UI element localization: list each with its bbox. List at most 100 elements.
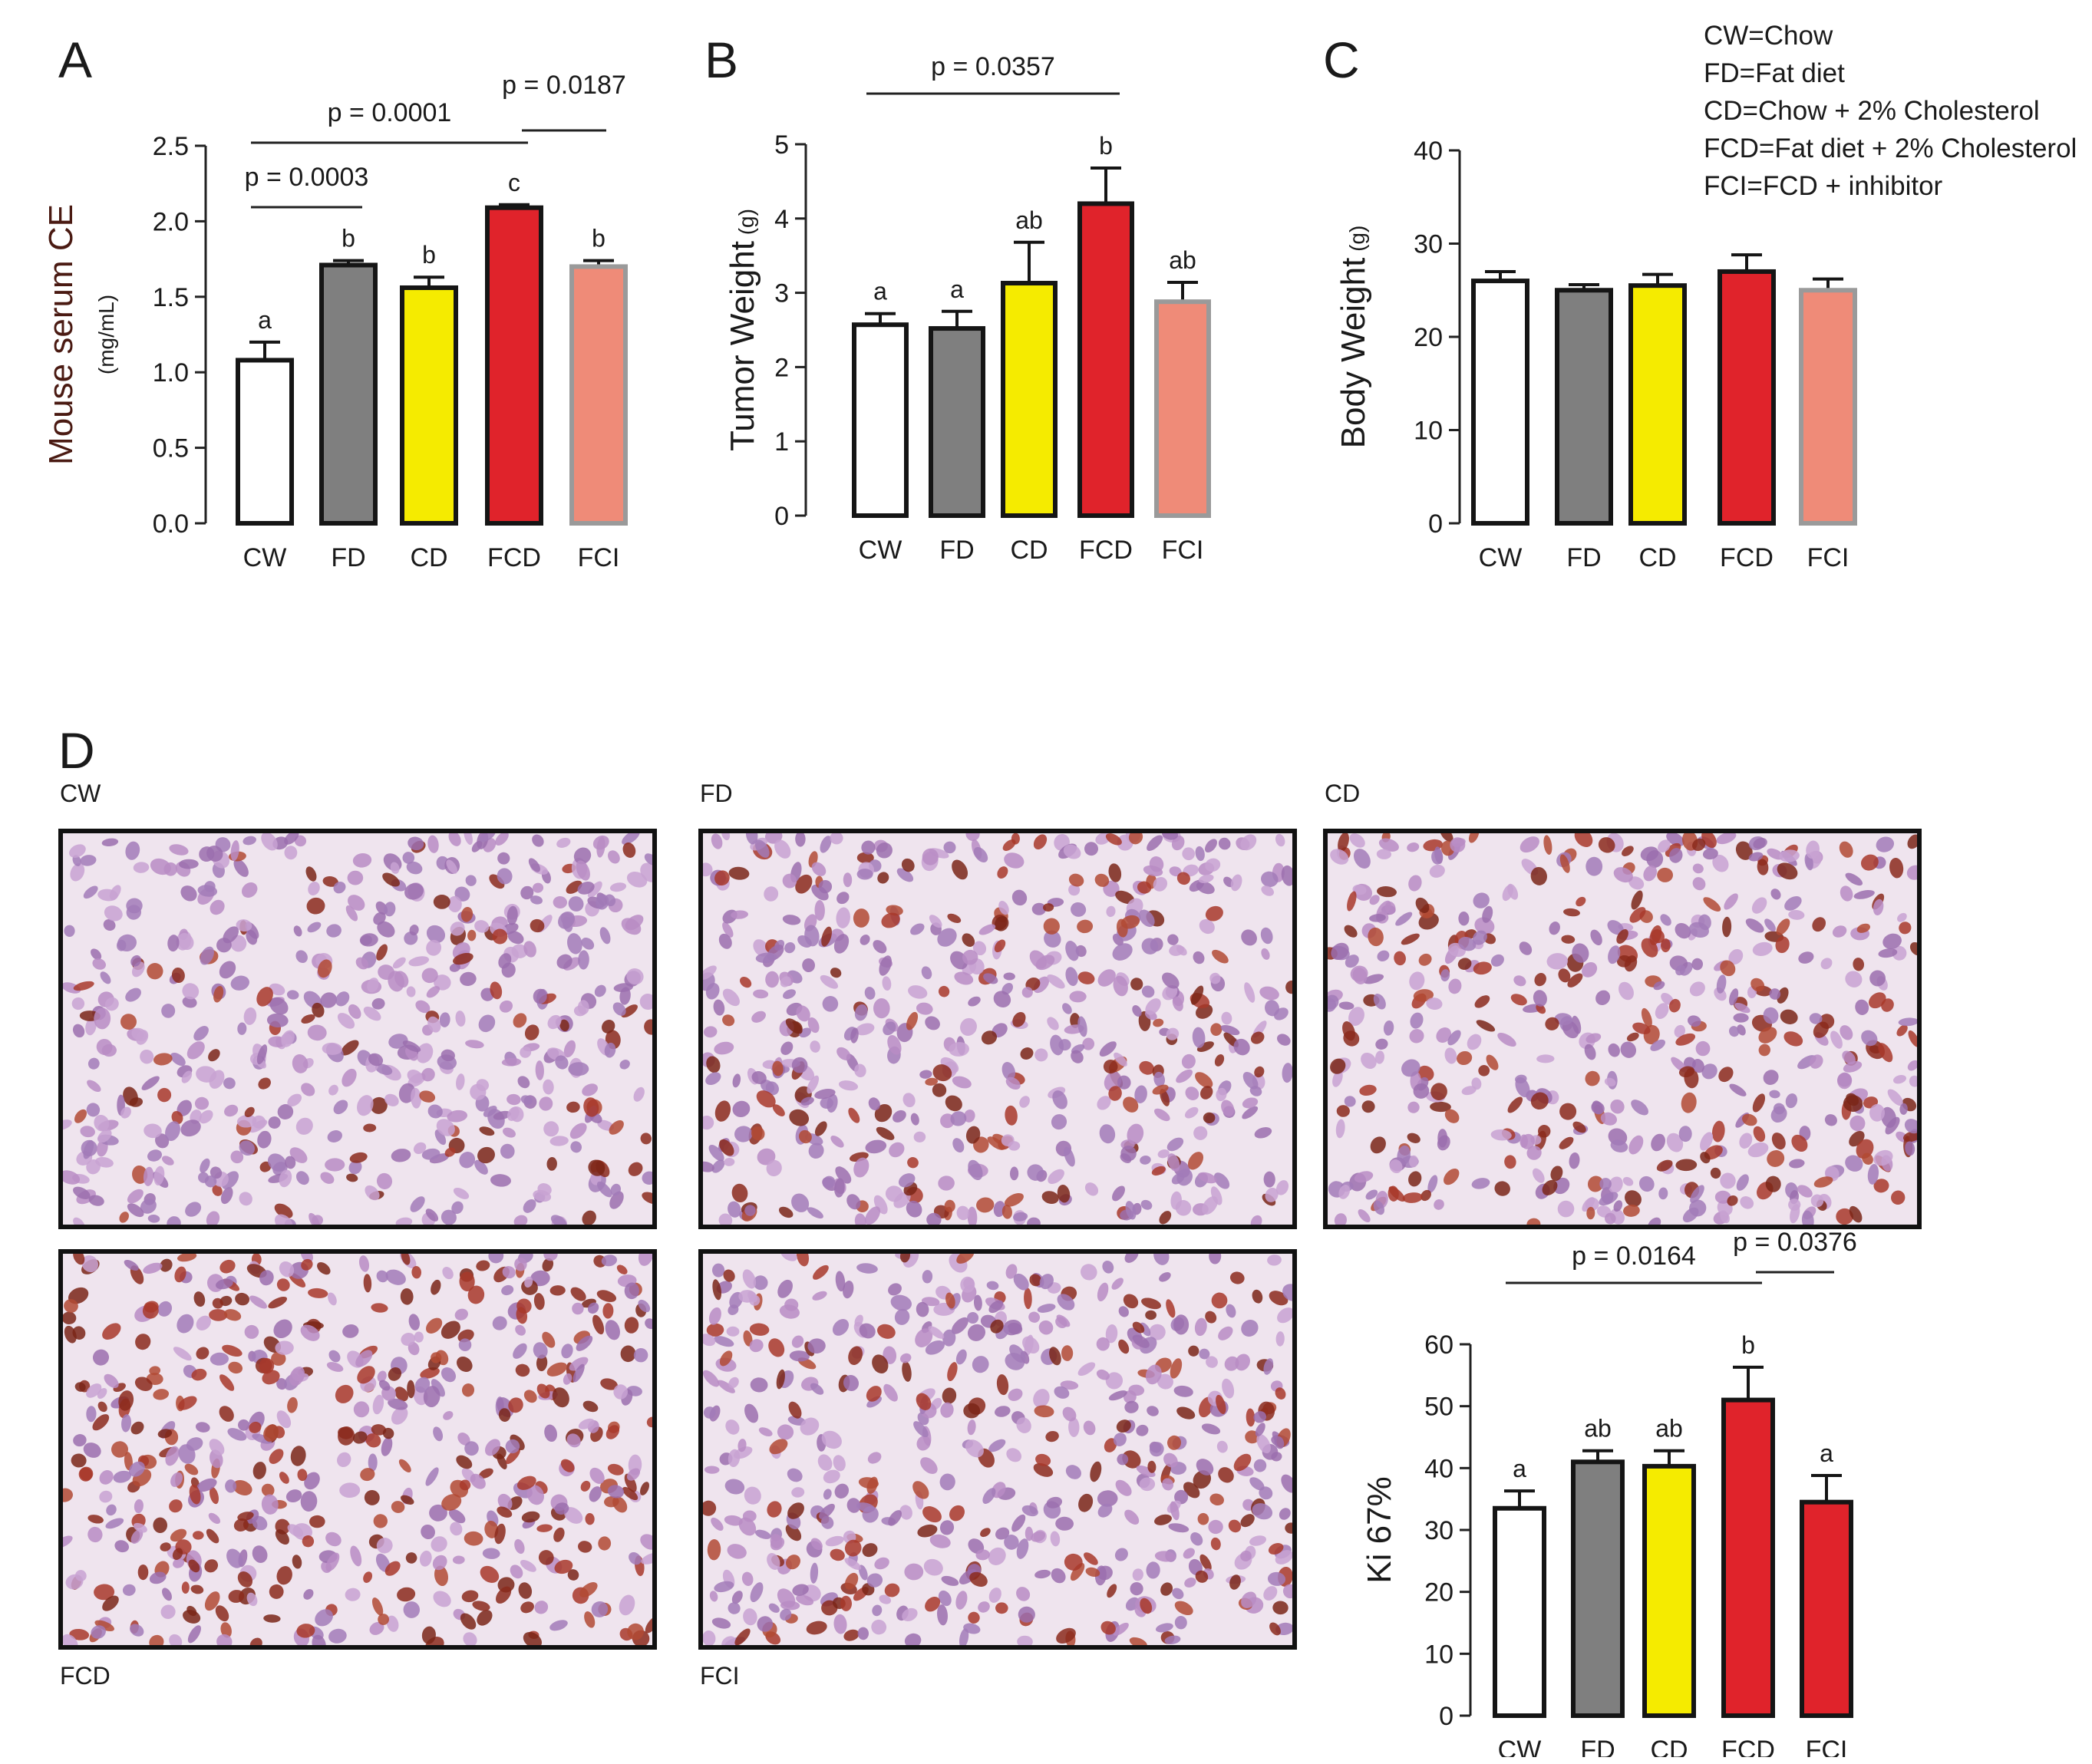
cell-nucleus [457, 1329, 474, 1343]
cell-nucleus [426, 939, 442, 956]
cell-nucleus [800, 1417, 820, 1436]
cell-nucleus [74, 1109, 87, 1123]
cell-nucleus [699, 1115, 714, 1130]
cell-nucleus [728, 1449, 741, 1468]
cell-nucleus [1797, 1185, 1813, 1198]
cell-nucleus [170, 1528, 187, 1542]
cell-nucleus [1106, 905, 1116, 918]
cell-nucleus [1728, 1026, 1740, 1037]
cell-nucleus [1558, 968, 1571, 983]
cell-nucleus [887, 1035, 902, 1055]
cell-nucleus [972, 1356, 989, 1373]
cell-nucleus [1163, 1452, 1178, 1468]
cell-nucleus [1632, 1022, 1651, 1034]
cell-nucleus [1775, 936, 1790, 954]
cell-nucleus [1028, 1311, 1041, 1323]
cell-nucleus [83, 1443, 101, 1458]
cell-nucleus [582, 1210, 596, 1226]
cell-nucleus [947, 913, 962, 924]
cell-nucleus [1233, 1038, 1250, 1056]
cell-nucleus [581, 937, 595, 950]
cell-nucleus [368, 1453, 378, 1472]
cell-nucleus [1457, 958, 1472, 970]
cell-nucleus [129, 1097, 144, 1107]
cell-nucleus [717, 1380, 735, 1393]
cell-nucleus [243, 1007, 257, 1025]
cell-nucleus [1413, 1083, 1430, 1099]
cell-nucleus [1189, 879, 1205, 892]
cell-nucleus [402, 852, 415, 864]
cell-nucleus [1739, 1133, 1753, 1149]
cell-nucleus [1737, 1024, 1746, 1036]
cell-nucleus [513, 1343, 527, 1359]
cell-nucleus [1056, 1627, 1076, 1644]
cell-nucleus [1176, 945, 1187, 956]
cell-nucleus [173, 1558, 185, 1568]
cell-nucleus [1338, 1001, 1355, 1010]
cell-nucleus [555, 1055, 569, 1070]
cell-nucleus [807, 1338, 826, 1354]
cell-nucleus [1899, 1103, 1908, 1115]
cell-nucleus [128, 1461, 145, 1477]
cell-nucleus [938, 1590, 952, 1607]
cell-nucleus [1108, 1390, 1127, 1401]
cell-nucleus [753, 989, 769, 999]
cell-nucleus [913, 1131, 926, 1142]
cell-nucleus [1105, 833, 1122, 846]
cell-nucleus [237, 1571, 253, 1588]
cell-nucleus [1084, 1552, 1098, 1565]
cell-nucleus [1876, 836, 1895, 852]
cell-nucleus [1159, 1211, 1172, 1225]
cell-nucleus [520, 1601, 534, 1614]
cell-nucleus [1891, 1190, 1906, 1205]
cell-nucleus [612, 1002, 626, 1016]
cell-nucleus [326, 1362, 344, 1372]
cell-nucleus [75, 1570, 87, 1581]
cell-nucleus [449, 963, 460, 972]
cell-nucleus [1229, 1271, 1245, 1284]
cell-nucleus [1218, 1467, 1234, 1483]
cell-nucleus [236, 1114, 257, 1128]
cell-nucleus [921, 966, 932, 980]
cell-nucleus [707, 1539, 721, 1561]
cell-nucleus [1765, 1175, 1781, 1192]
cell-nucleus [810, 1383, 824, 1395]
cell-nucleus [967, 1419, 976, 1436]
cell-nucleus [1184, 1106, 1199, 1119]
cell-nucleus [1229, 1574, 1241, 1590]
cell-nucleus [1395, 912, 1413, 926]
cell-nucleus [1820, 958, 1833, 970]
cell-nucleus [1235, 1353, 1250, 1371]
cell-nucleus [1855, 999, 1869, 1015]
cell-nucleus [712, 1279, 722, 1301]
cell-nucleus [1221, 1100, 1235, 1116]
cell-nucleus [520, 885, 534, 900]
cell-nucleus [210, 1166, 223, 1179]
cell-nucleus [187, 1625, 201, 1644]
cell-nucleus [804, 925, 820, 947]
cell-nucleus [292, 1555, 302, 1569]
cell-nucleus [276, 1566, 292, 1585]
cell-nucleus [147, 1149, 163, 1162]
y-tick-label: 4 [774, 205, 789, 234]
y-axis-unit: (g) [734, 209, 758, 241]
significance-letter: a [1820, 1439, 1833, 1467]
cell-nucleus [530, 918, 545, 933]
cell-nucleus [1122, 1450, 1141, 1469]
cell-nucleus [1592, 1100, 1603, 1114]
cell-nucleus [1421, 1189, 1431, 1202]
cell-nucleus [554, 1559, 573, 1574]
cell-nucleus [421, 1524, 435, 1540]
cell-nucleus [1727, 1195, 1738, 1206]
cell-nucleus [553, 1527, 565, 1542]
cell-nucleus [363, 1571, 373, 1583]
cell-nucleus [1147, 835, 1163, 851]
cell-nucleus [347, 870, 364, 885]
cell-nucleus [184, 1463, 199, 1475]
cell-nucleus [766, 1159, 782, 1177]
cell-nucleus [743, 1608, 757, 1626]
cell-nucleus [915, 1328, 933, 1347]
cell-nucleus [719, 1139, 734, 1156]
cell-nucleus [1241, 1591, 1257, 1608]
